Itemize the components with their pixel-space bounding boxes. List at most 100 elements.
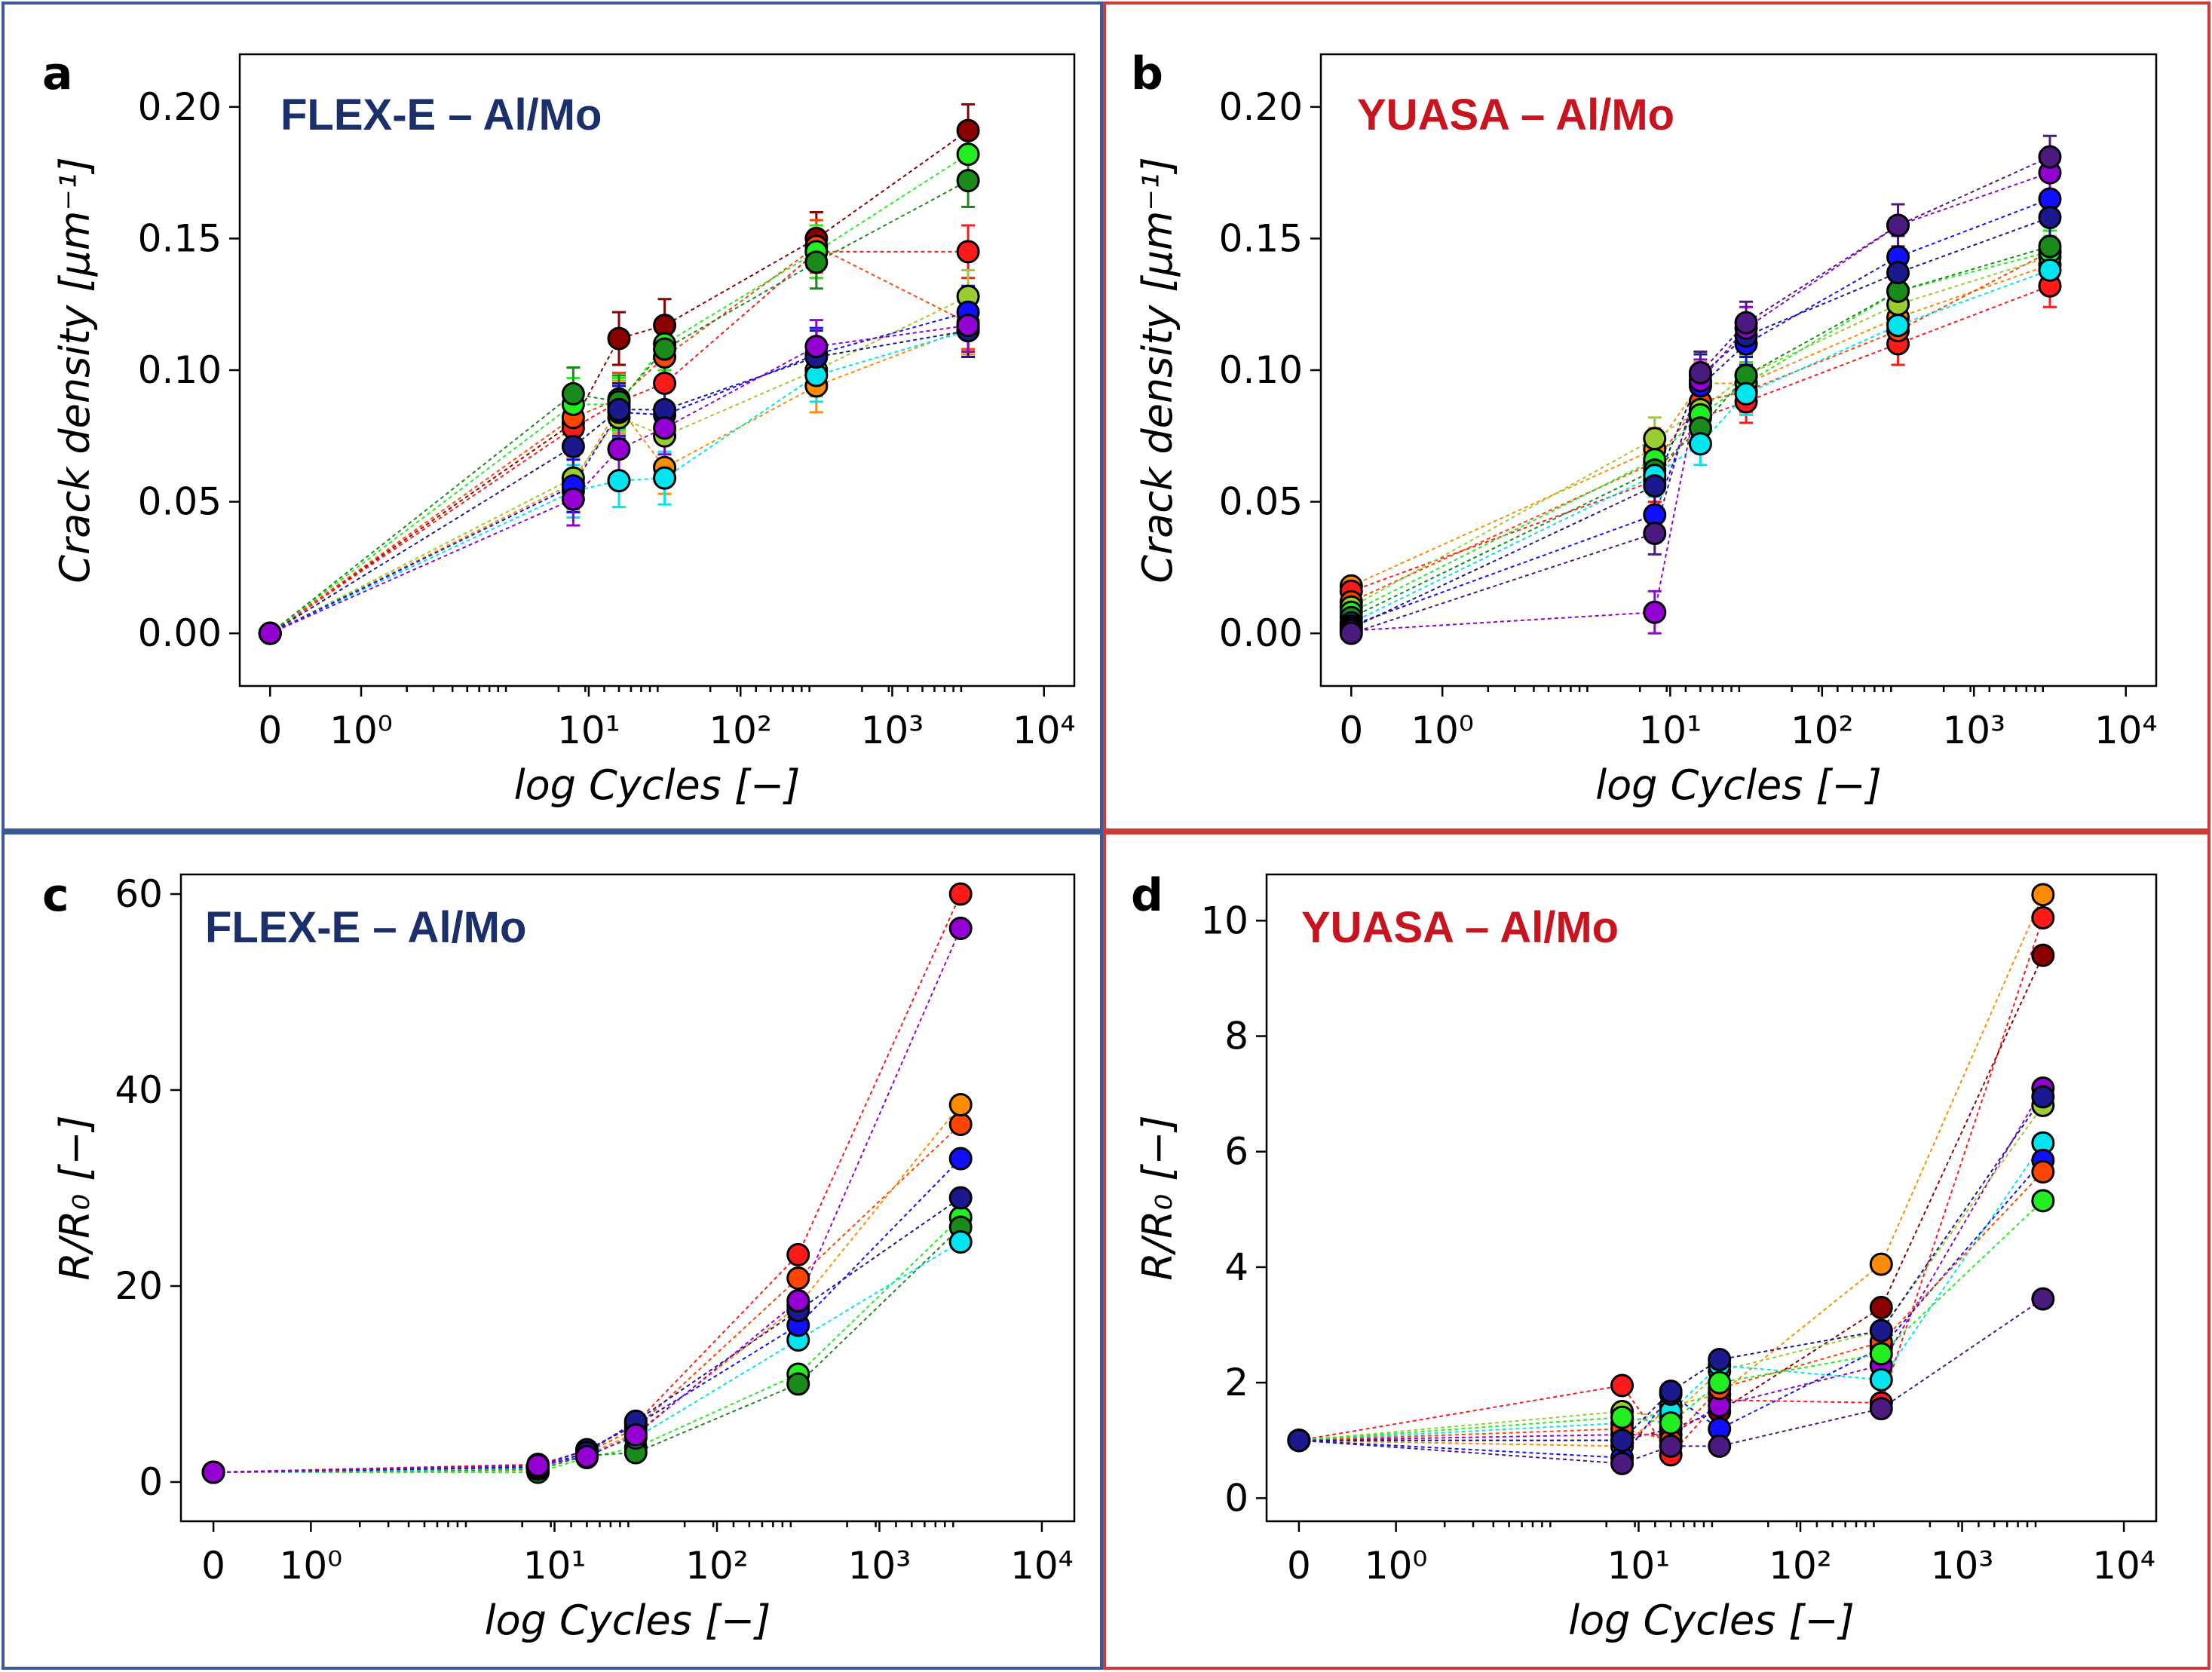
data-point-red — [1610, 1373, 1634, 1398]
data-point-cyan — [607, 469, 631, 493]
y-tick-label: 0.15 — [138, 216, 222, 260]
series-line-navy — [269, 329, 969, 635]
data-point-navy — [1869, 1318, 1893, 1343]
y-tick-label: 40 — [115, 1068, 163, 1112]
data-point-orange — [948, 1093, 973, 1116]
y-axis-label: Crack density [μm⁻¹] — [1134, 157, 1181, 583]
panel-c: c FLEX-E – Al/Mo 0 20 40 60 0 10⁰ 10¹ 10² 10³ 10⁴ lo… — [2, 831, 1103, 1670]
data-point-purple — [948, 917, 973, 940]
data-point-orangered — [948, 1113, 973, 1136]
x-axis-label: log Cycles [−] — [1595, 761, 1882, 809]
data-point-cyan — [1886, 314, 1910, 338]
x-tick-label: 10⁰ — [1365, 1544, 1428, 1588]
y-tick-label: 0.05 — [1219, 480, 1303, 524]
x-tick-label: 10³ — [848, 1544, 911, 1588]
series-line-orange — [1298, 894, 2044, 1447]
series-line-navy — [1298, 1096, 2044, 1441]
x-tick-label: 10⁴ — [2092, 1544, 2155, 1588]
series-line-red — [1298, 917, 2044, 1456]
x-tick-label: 0 — [1339, 709, 1363, 752]
data-point-purple — [526, 1453, 550, 1478]
data-point-darkred — [1869, 1296, 1893, 1320]
y-tick-label: 0 — [139, 1460, 163, 1504]
series-line-orangered — [213, 1123, 961, 1473]
data-point-navy — [2038, 205, 2062, 229]
data-point-green — [786, 1372, 810, 1396]
data-point-navy — [607, 397, 631, 421]
data-point-purple — [607, 437, 631, 461]
series-line-lime — [269, 153, 969, 634]
x-tick-label: 0 — [1287, 1544, 1311, 1588]
series-line-blue — [213, 1158, 961, 1473]
x-axis-label: log Cycles [−] — [514, 761, 801, 809]
series-line-purple — [213, 928, 962, 1473]
series-line-darkred — [1298, 954, 2044, 1441]
data-point-lime — [1708, 1370, 1732, 1395]
series-line-orange — [269, 327, 969, 635]
data-point-orange — [2031, 883, 2055, 907]
data-point-cyan — [1869, 1367, 1893, 1392]
series-line-darkred — [269, 130, 969, 634]
data-point-navy — [561, 434, 585, 458]
data-point-cyan — [1688, 432, 1712, 456]
series-line-yellowgreen — [1298, 1104, 2044, 1441]
chart-title: FLEX-E – Al/Mo — [205, 903, 526, 952]
series-line-cyan — [269, 329, 969, 635]
data-point-indigo — [1610, 1451, 1634, 1475]
y-tick-label: 0.15 — [1219, 216, 1303, 260]
data-point-indigo — [2038, 145, 2062, 169]
x-tick-label: 10² — [1769, 1544, 1832, 1588]
data-point-purple — [561, 487, 585, 511]
data-point-red — [2031, 905, 2055, 929]
series-line-blue — [1350, 198, 2051, 626]
x-tick-label: 10⁴ — [1013, 709, 1076, 752]
x-tick-label: 10³ — [1942, 709, 2005, 752]
x-tick-label: 10⁰ — [1411, 709, 1474, 752]
panel-border — [2, 831, 1103, 1670]
series-line-orange — [1350, 264, 2051, 587]
series-line-cyan — [213, 1241, 961, 1473]
y-tick-label: 8 — [1224, 1015, 1248, 1058]
data-point-red — [786, 1242, 810, 1266]
x-tick-label: 0 — [258, 709, 282, 752]
x-tick-label: 10² — [1791, 709, 1854, 752]
y-tick-label: 0.20 — [138, 85, 222, 129]
series-line-lime — [213, 1217, 961, 1473]
series-line-navy — [1350, 216, 2051, 629]
data-point-indigo — [1886, 213, 1910, 237]
data-point-indigo — [1869, 1397, 1893, 1421]
series-line-blue — [1298, 1159, 2044, 1459]
y-tick-label: 60 — [115, 872, 163, 916]
data-point-cyan — [1734, 381, 1758, 406]
data-point-navy — [1708, 1348, 1732, 1371]
data-point-purple — [653, 416, 677, 440]
series-line-orange — [213, 1104, 961, 1473]
series-line-green — [213, 1226, 961, 1473]
panel-b: b YUASA – Al/Mo 0.00 0.05 0.10 0.15 0.20 0 10⁰ 10… — [1103, 2, 2210, 831]
panel-label: d — [1131, 869, 1163, 922]
x-tick-label: 10² — [685, 1544, 749, 1588]
data-point-indigo — [1734, 311, 1758, 335]
data-point-purple — [574, 1444, 599, 1468]
data-point-darkred — [2031, 943, 2055, 967]
x-tick-label: 10⁴ — [1010, 1544, 1074, 1588]
chart-title: YUASA – Al/Mo — [1301, 903, 1619, 952]
data-point-lime — [956, 142, 980, 167]
data-point-purple — [623, 1423, 648, 1447]
panel-label: a — [42, 47, 73, 100]
data-point-lime — [2031, 1189, 2055, 1213]
series-line-purple — [1351, 172, 2051, 632]
y-tick-label: 20 — [115, 1264, 163, 1308]
series-line-cyan — [1298, 1142, 2044, 1441]
data-point-purple — [956, 314, 980, 338]
x-tick-label: 10¹ — [1607, 1544, 1671, 1588]
y-tick-label: 0.00 — [138, 611, 222, 655]
x-tick-label: 10¹ — [1639, 709, 1702, 752]
data-point-yellowgreen — [1643, 427, 1667, 451]
data-point-indigo — [2031, 1287, 2055, 1311]
data-point-navy — [1287, 1429, 1311, 1453]
data-point-red — [956, 240, 980, 264]
data-point-darkred — [607, 326, 631, 351]
data-point-navy — [1886, 261, 1910, 285]
panel-border — [1103, 2, 2210, 831]
